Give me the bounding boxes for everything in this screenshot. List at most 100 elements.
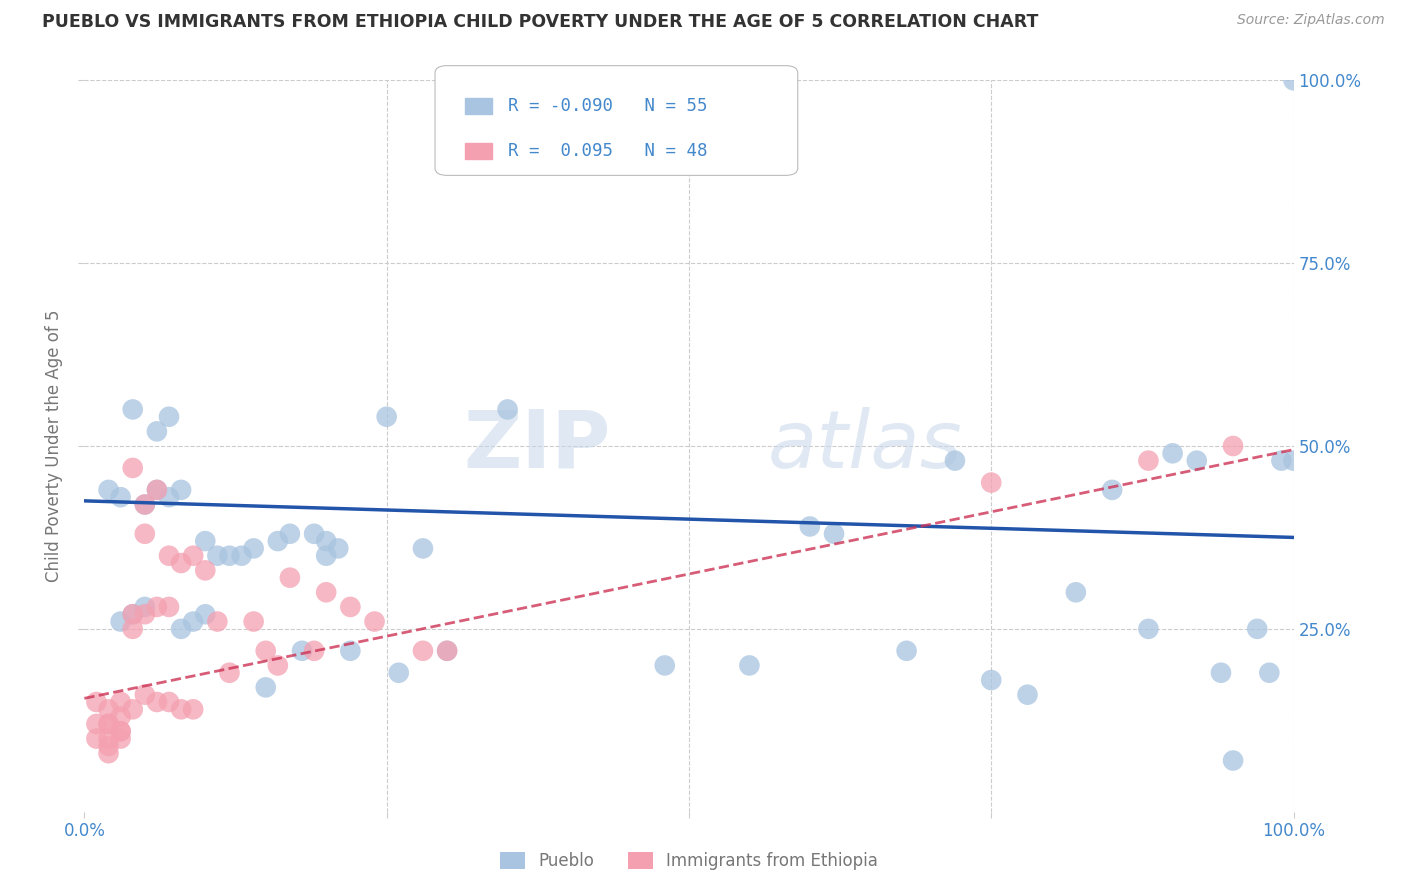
Point — [315, 549, 337, 563]
Point — [134, 599, 156, 614]
Point — [134, 526, 156, 541]
Point — [242, 541, 264, 556]
Point — [315, 585, 337, 599]
Point — [97, 702, 120, 716]
Point — [207, 549, 229, 563]
Point — [896, 644, 918, 658]
Point — [980, 475, 1002, 490]
Text: Source: ZipAtlas.com: Source: ZipAtlas.com — [1237, 13, 1385, 28]
Point — [194, 534, 217, 549]
Point — [134, 498, 156, 512]
Point — [436, 644, 458, 658]
Point — [194, 607, 217, 622]
Point — [181, 615, 204, 629]
Point — [157, 490, 180, 504]
Point — [1064, 585, 1087, 599]
Point — [980, 673, 1002, 687]
Point — [97, 717, 120, 731]
Point — [146, 483, 169, 497]
Point — [110, 695, 132, 709]
Point — [1246, 622, 1268, 636]
Point — [339, 599, 361, 614]
Bar — [465, 143, 492, 159]
Point — [97, 483, 120, 497]
Point — [194, 563, 217, 577]
Point — [170, 556, 193, 570]
Point — [157, 695, 180, 709]
Point — [291, 644, 314, 658]
Point — [218, 665, 240, 680]
Point — [242, 615, 264, 629]
Point — [97, 731, 120, 746]
Point — [146, 695, 169, 709]
Point — [375, 409, 398, 424]
Point — [170, 483, 193, 497]
Text: R =  0.095   N = 48: R = 0.095 N = 48 — [508, 142, 707, 160]
Point — [157, 599, 180, 614]
Point — [1270, 453, 1292, 467]
Point — [533, 73, 555, 87]
Point — [121, 461, 143, 475]
FancyBboxPatch shape — [434, 66, 797, 176]
Point — [110, 709, 132, 723]
Point — [412, 644, 434, 658]
Point — [134, 688, 156, 702]
Point — [110, 490, 132, 504]
Text: atlas: atlas — [768, 407, 962, 485]
Point — [170, 702, 193, 716]
Point — [267, 534, 290, 549]
Point — [181, 549, 204, 563]
Point — [97, 746, 120, 760]
Point — [134, 607, 156, 622]
Point — [315, 534, 337, 549]
Point — [1017, 688, 1039, 702]
Point — [1137, 622, 1160, 636]
Text: PUEBLO VS IMMIGRANTS FROM ETHIOPIA CHILD POVERTY UNDER THE AGE OF 5 CORRELATION : PUEBLO VS IMMIGRANTS FROM ETHIOPIA CHILD… — [42, 13, 1039, 31]
Point — [302, 526, 325, 541]
Y-axis label: Child Poverty Under the Age of 5: Child Poverty Under the Age of 5 — [45, 310, 63, 582]
Point — [134, 498, 156, 512]
Point — [1185, 453, 1208, 467]
Point — [1222, 439, 1244, 453]
Point — [146, 425, 169, 439]
Point — [1222, 754, 1244, 768]
Point — [110, 724, 132, 739]
Point — [157, 549, 180, 563]
Point — [328, 541, 350, 556]
Point — [799, 519, 821, 533]
Point — [1258, 665, 1281, 680]
Point — [110, 724, 132, 739]
Point — [231, 549, 253, 563]
Point — [181, 702, 204, 716]
Point — [1101, 483, 1123, 497]
Point — [86, 695, 108, 709]
Point — [1137, 453, 1160, 467]
Point — [121, 702, 143, 716]
Point — [267, 658, 290, 673]
Point — [654, 658, 676, 673]
Point — [436, 644, 458, 658]
Point — [943, 453, 966, 467]
Point — [170, 622, 193, 636]
Point — [823, 526, 845, 541]
Point — [254, 681, 277, 695]
Point — [278, 571, 301, 585]
Point — [1209, 665, 1232, 680]
Point — [1161, 446, 1184, 460]
Point — [121, 622, 143, 636]
Point — [738, 658, 761, 673]
Point — [254, 644, 277, 658]
Bar — [465, 98, 492, 114]
Text: R = -0.090   N = 55: R = -0.090 N = 55 — [508, 97, 707, 115]
Point — [146, 599, 169, 614]
Point — [1282, 73, 1305, 87]
Point — [207, 615, 229, 629]
Point — [97, 739, 120, 753]
Point — [146, 483, 169, 497]
Point — [86, 717, 108, 731]
Point — [412, 541, 434, 556]
Point — [496, 402, 519, 417]
Text: ZIP: ZIP — [463, 407, 610, 485]
Point — [121, 607, 143, 622]
Point — [86, 731, 108, 746]
